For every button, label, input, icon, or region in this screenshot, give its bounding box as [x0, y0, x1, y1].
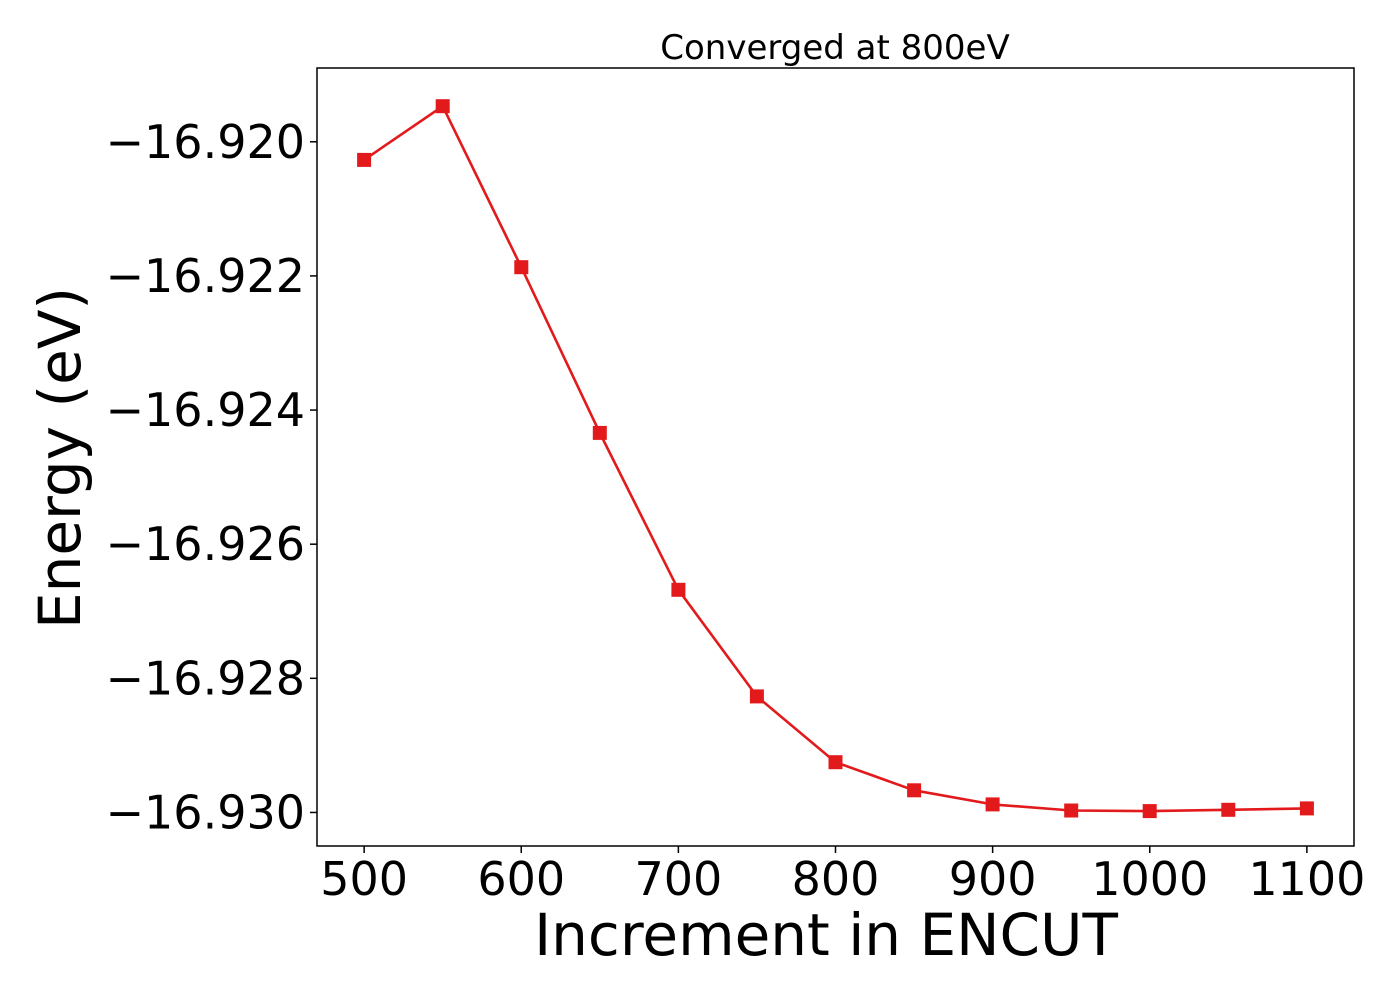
y-axis: −16.920 −16.922 −16.924 −16.926 −16.928 −16.9…: [106, 115, 317, 839]
data-point-marker: [514, 260, 529, 275]
data-point-marker: [592, 425, 607, 440]
data-point-marker: [1299, 801, 1314, 816]
data-point-marker: [1142, 804, 1157, 819]
x-tick-label: 1000: [1091, 852, 1208, 906]
plot-area: [357, 99, 1314, 819]
x-tick-label: 800: [792, 852, 880, 906]
y-axis-label: Energy (eV): [26, 287, 94, 629]
data-point-marker: [907, 783, 922, 798]
y-tick-label: −16.926: [106, 517, 306, 571]
data-point-marker: [1064, 803, 1079, 818]
x-axis-label: Increment in ENCUT: [534, 901, 1118, 969]
x-tick-label: 900: [949, 852, 1037, 906]
data-point-marker: [985, 797, 1000, 812]
data-point-marker: [435, 99, 450, 114]
x-axis: 500 600 700 800 900 1000 1100: [320, 846, 1365, 906]
x-tick-label: 600: [477, 852, 565, 906]
data-point-marker: [828, 755, 843, 770]
data-point-marker: [357, 152, 372, 167]
data-point-marker: [749, 689, 764, 704]
y-tick-label: −16.922: [106, 249, 306, 303]
x-tick-label: 700: [634, 852, 722, 906]
y-tick-label: −16.924: [106, 383, 306, 437]
x-tick-label: 1100: [1248, 852, 1365, 906]
y-tick-label: −16.928: [106, 651, 306, 705]
data-point-marker: [1221, 802, 1236, 817]
y-tick-label: −16.930: [106, 785, 306, 839]
x-tick-label: 500: [320, 852, 408, 906]
data-point-marker: [671, 582, 686, 597]
chart-title: Converged at 800eV: [660, 28, 1009, 68]
y-tick-label: −16.920: [106, 115, 306, 169]
